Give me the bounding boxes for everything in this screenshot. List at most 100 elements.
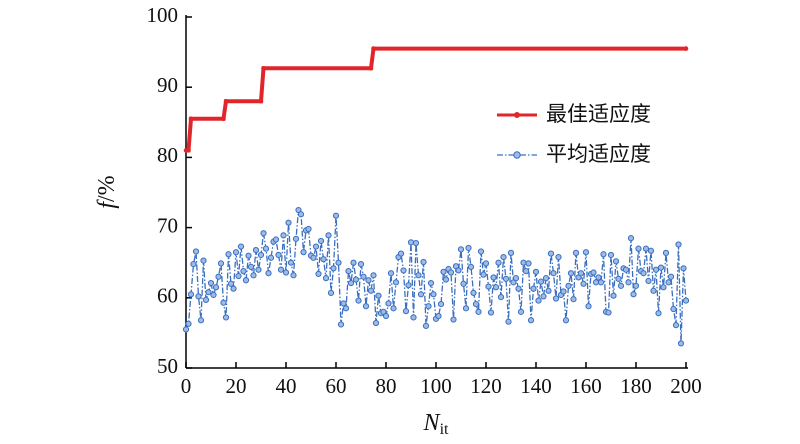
point-marker xyxy=(360,273,367,280)
x-tick-label: 200 xyxy=(670,374,702,398)
point-marker xyxy=(507,249,515,256)
point-marker xyxy=(392,279,400,286)
point-marker xyxy=(197,317,205,324)
point-marker xyxy=(340,300,347,307)
point-marker xyxy=(185,320,192,327)
point-marker xyxy=(317,237,325,245)
point-marker xyxy=(235,272,242,280)
point-marker xyxy=(577,270,585,277)
point-marker xyxy=(227,280,235,287)
point-marker xyxy=(390,305,397,312)
point-marker xyxy=(267,254,275,261)
point-marker xyxy=(357,261,365,268)
point-marker xyxy=(540,293,547,300)
point-marker xyxy=(192,248,200,255)
point-marker xyxy=(223,98,229,104)
point-marker xyxy=(337,321,345,328)
x-tick-label: 180 xyxy=(620,374,652,398)
point-marker xyxy=(371,46,376,51)
point-marker xyxy=(467,263,475,271)
point-marker xyxy=(440,268,447,275)
point-marker xyxy=(305,225,312,233)
legend-label: 最佳适应度 xyxy=(546,102,651,126)
y-tick-label: 80 xyxy=(157,143,178,167)
point-marker xyxy=(427,279,435,287)
legend-label: 平均适应度 xyxy=(546,142,651,166)
point-marker xyxy=(285,219,292,226)
point-marker xyxy=(325,232,332,239)
point-marker xyxy=(497,293,505,301)
point-marker xyxy=(430,291,437,298)
point-marker xyxy=(542,275,550,282)
point-marker xyxy=(657,264,665,271)
point-marker xyxy=(382,312,390,320)
point-marker xyxy=(275,251,282,259)
point-marker xyxy=(535,297,542,304)
point-marker xyxy=(200,257,207,264)
point-marker xyxy=(220,299,227,306)
point-marker xyxy=(650,287,657,294)
point-marker xyxy=(297,211,305,218)
point-marker xyxy=(615,275,622,282)
point-marker xyxy=(332,212,340,219)
point-marker xyxy=(655,310,662,317)
point-marker xyxy=(417,291,425,298)
point-marker xyxy=(402,308,410,315)
x-tick-label: 20 xyxy=(226,374,247,398)
point-marker xyxy=(258,98,264,104)
point-marker xyxy=(520,259,527,266)
point-marker xyxy=(207,279,215,287)
legend-item: 平均适应度 xyxy=(497,142,651,166)
point-marker xyxy=(582,249,590,256)
point-marker xyxy=(562,317,570,324)
point-marker xyxy=(470,289,477,296)
x-label-sub: it xyxy=(440,421,449,438)
point-marker xyxy=(265,270,272,277)
point-marker xyxy=(362,303,370,310)
point-marker xyxy=(605,309,612,316)
point-marker xyxy=(630,291,637,298)
legend-item: 最佳适应度 xyxy=(497,102,651,126)
x-tick-label: 0 xyxy=(181,374,192,398)
point-marker xyxy=(465,244,472,252)
point-marker xyxy=(182,326,190,333)
point-marker xyxy=(560,288,567,295)
point-marker xyxy=(590,269,597,276)
y-tick-label: 70 xyxy=(157,213,178,237)
point-marker xyxy=(280,232,287,239)
point-marker xyxy=(260,230,267,237)
point-marker xyxy=(225,251,232,258)
point-marker xyxy=(368,65,374,71)
point-marker xyxy=(492,284,500,291)
y-label-main: f xyxy=(94,199,120,209)
legend-marker xyxy=(514,112,520,118)
y-label-unit: /% xyxy=(94,175,120,202)
point-marker xyxy=(247,263,255,271)
point-marker xyxy=(595,274,602,281)
point-marker xyxy=(282,269,290,276)
point-marker xyxy=(565,282,572,289)
point-marker xyxy=(435,312,442,320)
point-marker xyxy=(600,251,607,258)
point-marker xyxy=(210,291,217,299)
point-marker xyxy=(315,270,322,278)
point-marker xyxy=(350,259,357,266)
point-marker xyxy=(221,116,226,122)
point-marker xyxy=(202,296,210,304)
point-marker xyxy=(490,274,497,281)
point-marker xyxy=(512,275,520,282)
point-marker xyxy=(322,275,330,282)
point-marker xyxy=(597,279,605,286)
point-marker xyxy=(188,116,194,122)
point-marker xyxy=(250,272,257,279)
point-marker xyxy=(515,285,522,292)
point-marker xyxy=(187,291,195,298)
point-marker xyxy=(667,273,675,280)
point-marker xyxy=(232,249,240,256)
point-marker xyxy=(255,266,262,273)
point-marker xyxy=(345,268,352,275)
point-marker xyxy=(632,282,640,289)
point-marker xyxy=(662,249,670,256)
point-marker xyxy=(550,270,557,277)
point-marker xyxy=(482,260,490,267)
